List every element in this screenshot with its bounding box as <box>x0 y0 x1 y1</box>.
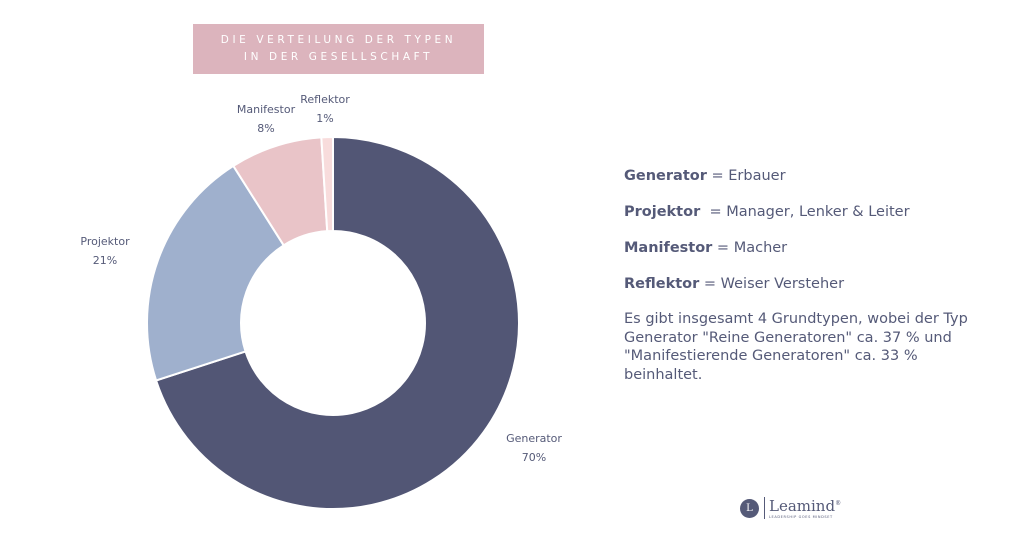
donut-slice-projektor <box>146 164 286 382</box>
donut-slice-reflektor <box>320 135 334 233</box>
legend-name: Reflektor <box>624 276 700 292</box>
donut-chart: Generator 70% Projektor 21% Manifestor 8% Refl… <box>80 93 562 510</box>
legend-row-projektor: Projektor = Manager, Lenker & Leiter <box>624 202 1004 222</box>
legend-desc: = Macher <box>712 240 788 256</box>
slice-value-manifestor: 8% <box>257 122 274 135</box>
logo-divider <box>764 497 765 519</box>
logo-circle-icon: L <box>740 498 759 518</box>
logo-tagline: LEADERSHIP GOES MINDSET <box>769 515 833 519</box>
slice-label-projektor: Projektor <box>80 235 130 248</box>
legend-row-manifestor: Manifestor = Macher <box>624 238 1004 258</box>
legend-name: Generator <box>624 168 707 184</box>
slice-value-generator: 70% <box>522 451 546 464</box>
logo-name: Leamind® <box>769 497 842 515</box>
legend-desc: = Manager, Lenker & Leiter <box>700 204 910 220</box>
slice-label-manifestor: Manifestor <box>237 103 296 116</box>
slice-value-projektor: 21% <box>93 254 117 267</box>
note-text: Es gibt insgesamt 4 Grundtypen, wobei de… <box>624 311 968 383</box>
slice-label-reflektor: Reflektor <box>300 93 350 106</box>
legend-desc: = Erbauer <box>706 168 786 184</box>
legend: Generator = Erbauer Projektor = Manager,… <box>624 166 1004 384</box>
legend-row-reflektor: Reflektor = Weiser Versteher <box>624 274 1004 294</box>
chart-title-line-1: DIE VERTEILUNG DER TYPEN <box>220 34 457 46</box>
chart-title-line-2: IN DER GESELLSCHAFT <box>243 51 434 63</box>
slice-value-reflektor: 1% <box>316 112 333 125</box>
chart-title-box: DIE VERTEILUNG DER TYPEN IN DER GESELLSC… <box>193 24 484 74</box>
slice-label-generator: Generator <box>506 432 562 445</box>
legend-desc: = Weiser Versteher <box>699 276 845 292</box>
legend-row-generator: Generator = Erbauer <box>624 166 1004 186</box>
donut-slice-generator <box>154 135 520 510</box>
legend-name: Projektor <box>624 204 701 220</box>
legend-name: Manifestor <box>624 240 713 256</box>
logo-text: Leamind® LEADERSHIP GOES MINDSET <box>769 496 841 520</box>
leamind-logo: L Leamind® LEADERSHIP GOES MINDSET <box>740 496 841 520</box>
